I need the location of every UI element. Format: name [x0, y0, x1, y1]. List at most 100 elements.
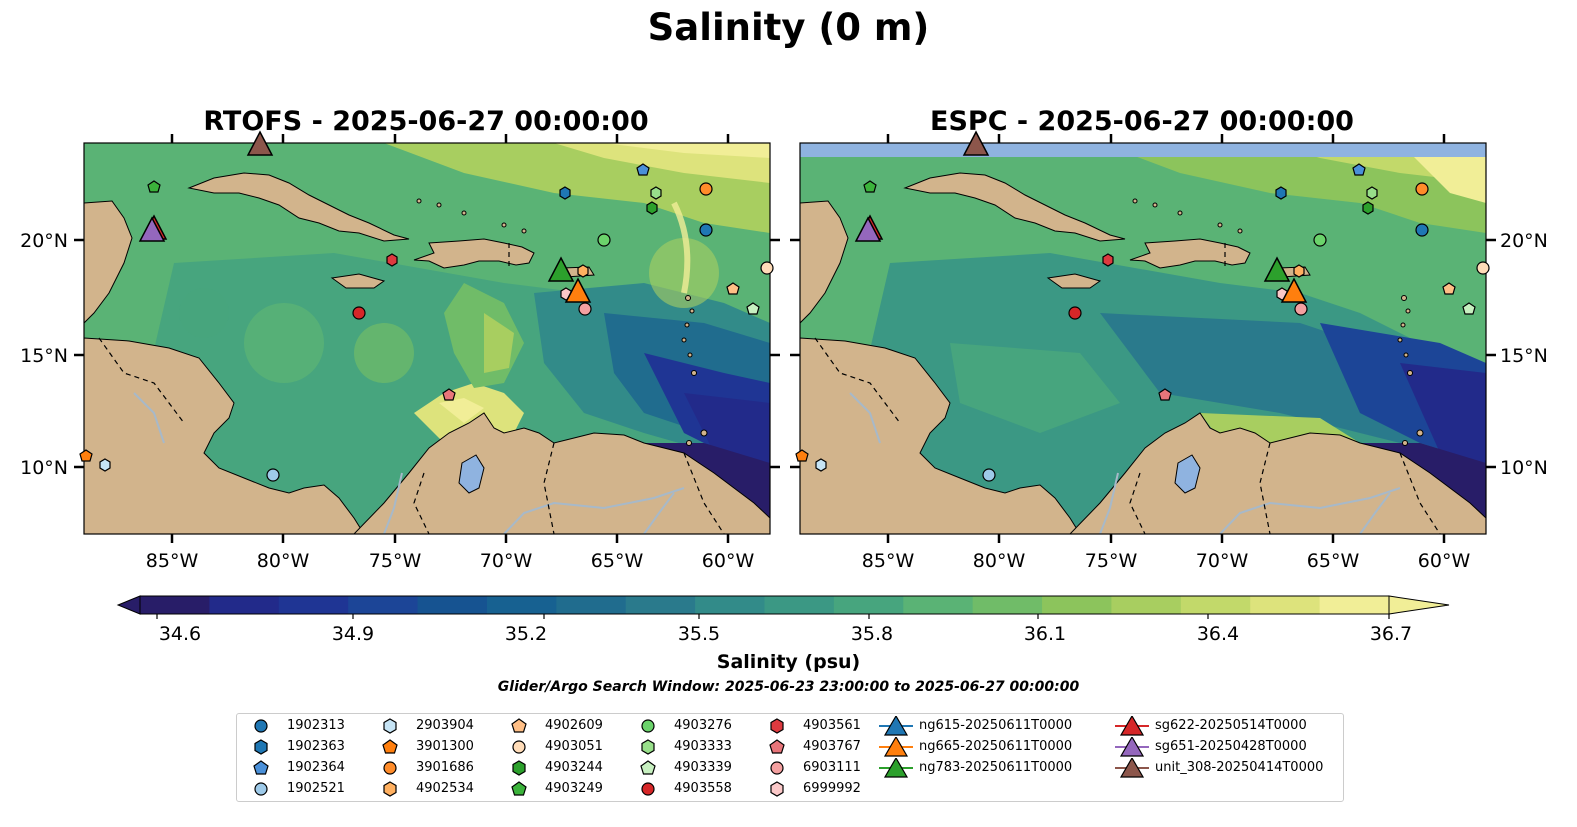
cbar-tick-35-8: 35.8	[850, 623, 894, 645]
triangle-marker-icon	[1115, 758, 1149, 778]
marker-4903249	[147, 180, 161, 193]
legend-label: ng665-20250611T0000	[919, 739, 1073, 754]
cbar-tick-35-5: 35.5	[677, 623, 721, 645]
marker-4903767	[442, 388, 456, 401]
lon-label-75-left: 75°W	[369, 550, 422, 572]
marker-4903558	[352, 306, 366, 320]
legend-label: 4902609	[545, 718, 603, 733]
lat-label-15-left: 15°N	[20, 345, 68, 367]
lon-label-60-left: 60°W	[702, 550, 755, 572]
lon-label-85-left: 85°W	[146, 550, 199, 572]
search-window-note: Glider/Argo Search Window: 2025-06-23 23…	[497, 679, 1080, 695]
circle-marker-icon	[641, 782, 655, 796]
colorbar-segment	[278, 596, 349, 614]
legend-label: 2903904	[416, 718, 474, 733]
cbar-tick-36-7: 36.7	[1369, 623, 1413, 645]
legend-label: 4903051	[545, 739, 603, 754]
cbar-tick-36-1: 36.1	[1023, 623, 1067, 645]
hexagon-marker-icon	[383, 781, 397, 797]
marker-3901300	[79, 449, 93, 462]
legend-label: 1902313	[287, 718, 345, 733]
colorbar-segment	[764, 596, 835, 614]
marker-6903111	[578, 302, 592, 316]
legend-label: ng783-20250611T0000	[919, 760, 1073, 775]
legend-label: 4903249	[545, 781, 603, 796]
colorbar-extend-min	[116, 595, 141, 615]
colorbar-segment	[556, 596, 627, 614]
map-figure: 20°N 15°N 10°N 20°N 15°N 10°N 85°W 80°W …	[20, 130, 1548, 619]
lon-label-85-right: 85°W	[862, 550, 915, 572]
lat-label-20-right: 20°N	[1500, 230, 1548, 252]
cbar-tick-34-6: 34.6	[158, 623, 202, 645]
marker-4903561	[386, 253, 398, 267]
legend-label: unit_308-20250414T0000	[1155, 760, 1324, 775]
colorbar-segment	[833, 596, 904, 614]
colorbar-segment	[903, 596, 974, 614]
legend-label: ng615-20250611T0000	[919, 718, 1073, 733]
colorbar-segment	[209, 596, 280, 614]
pentagon-marker-icon	[511, 781, 527, 796]
marker-1902364	[636, 163, 650, 176]
lat-label-15-right: 15°N	[1500, 345, 1548, 367]
legend-label: 1902363	[287, 739, 345, 754]
colorbar-label: Salinity (psu)	[716, 651, 861, 673]
colorbar-extend-max	[1388, 595, 1450, 615]
lon-label-70-left: 70°W	[480, 550, 533, 572]
map-frame-rtofs	[83, 142, 771, 535]
legend-label: 1902364	[287, 760, 345, 775]
colorbar-segment	[1111, 596, 1182, 614]
pentagon-marker-icon	[253, 760, 269, 775]
legend-label: 4903333	[674, 739, 732, 754]
hexagon-marker-icon	[254, 739, 268, 755]
map-panel-rtofs	[84, 143, 770, 534]
triangle-marker-icon	[1115, 716, 1149, 736]
marker-1902521	[266, 468, 280, 482]
marker-1902313	[699, 223, 713, 237]
panel-title-espc: ESPC - 2025-06-27 00:00:00	[930, 106, 1354, 137]
lat-label-10-right: 10°N	[1500, 457, 1548, 479]
lon-label-80-right: 80°W	[973, 550, 1026, 572]
legend-label: 4903561	[803, 718, 861, 733]
colorbar-segment	[1180, 596, 1251, 614]
lon-label-80-left: 80°W	[257, 550, 310, 572]
legend-label: 4903767	[803, 739, 861, 754]
circle-marker-icon	[254, 719, 268, 733]
lon-label-65-right: 65°W	[1307, 550, 1360, 572]
legend-label: 3901686	[416, 760, 474, 775]
panel-title-rtofs: RTOFS - 2025-06-27 00:00:00	[203, 106, 649, 137]
legend-label: 3901300	[416, 739, 474, 754]
marker-4903339	[746, 302, 760, 315]
legend-label: 4903339	[674, 760, 732, 775]
cbar-tick-34-9: 34.9	[331, 623, 375, 645]
cbar-tick-35-2: 35.2	[504, 623, 548, 645]
marker-4903051	[760, 261, 774, 275]
lat-label-20-left: 20°N	[20, 230, 68, 252]
lat-label-10-left: 10°N	[20, 457, 68, 479]
legend-label: 6999992	[803, 781, 861, 796]
map-ticks	[74, 134, 1496, 543]
legend-label: 4903276	[674, 718, 732, 733]
legend-label: 4903558	[674, 781, 732, 796]
marker-1902363	[559, 186, 571, 200]
pentagon-marker-icon	[769, 739, 785, 754]
marker-4902534	[577, 264, 589, 278]
map-frame-espc	[799, 142, 1487, 535]
markers-rtofs	[79, 130, 774, 482]
circle-marker-icon	[383, 761, 397, 775]
marker-2903904	[99, 458, 111, 472]
marker-4903244	[646, 201, 658, 215]
hexagon-marker-icon	[770, 718, 784, 734]
colorbar-segment	[1250, 596, 1321, 614]
pentagon-marker-icon	[640, 760, 656, 775]
colorbar	[116, 595, 1450, 615]
colorbar-segment	[1319, 596, 1390, 614]
circle-marker-icon	[254, 782, 268, 796]
marker-ng665	[564, 277, 592, 303]
lon-label-75-right: 75°W	[1085, 550, 1138, 572]
marker-4902609	[726, 282, 740, 295]
marker-unit308	[246, 130, 274, 156]
circle-marker-icon	[770, 761, 784, 775]
hexagon-marker-icon	[770, 781, 784, 797]
legend-label: sg622-20250514T0000	[1155, 718, 1307, 733]
triangle-marker-icon	[879, 758, 913, 778]
